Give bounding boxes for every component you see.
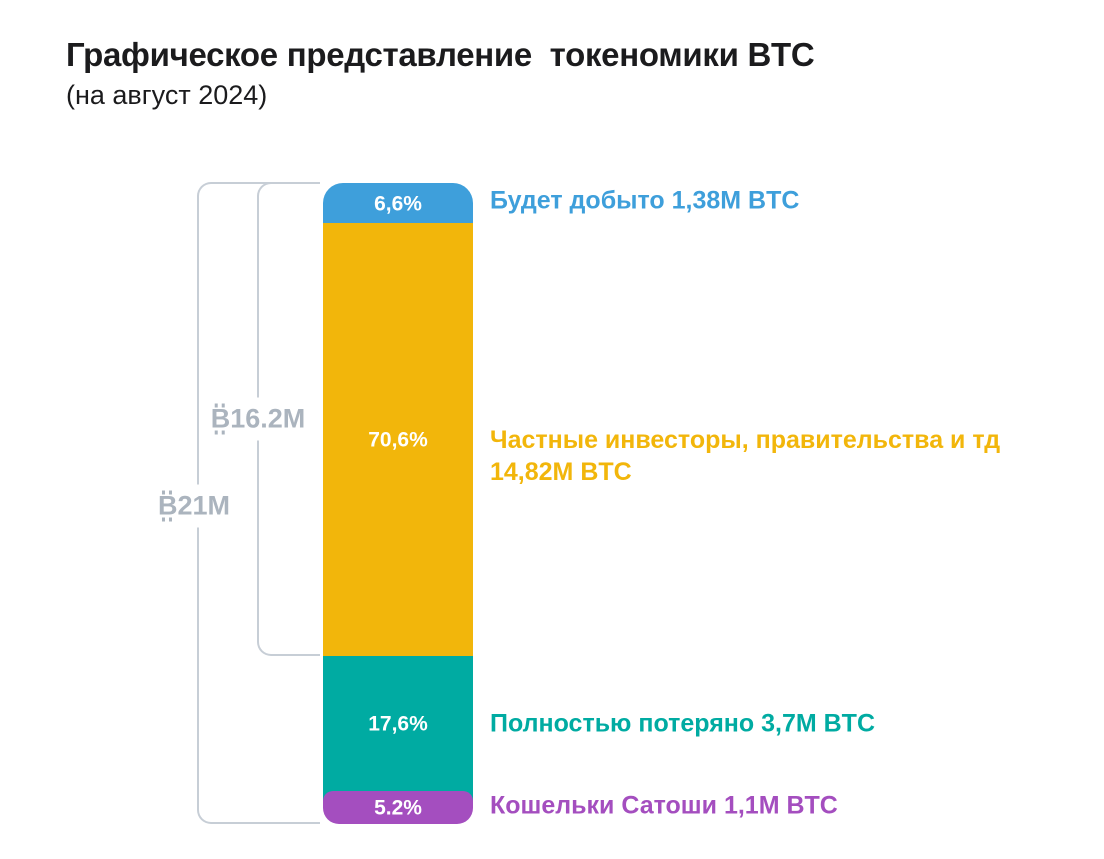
page-title: Графическое представление токеномики BTC xyxy=(66,36,815,73)
segment-label-private-investors: Частные инвесторы, правительства и тд 14… xyxy=(490,424,1000,488)
bracket-21m-amount: 21M xyxy=(177,490,231,521)
segment-label-satoshi-wallets: Кошельки Сатоши 1,1M BTC xyxy=(490,791,838,820)
bar-segment-to-be-mined xyxy=(323,183,473,223)
percent-label-private-investors: 70,6% xyxy=(368,428,428,452)
bracket-16m-label: B16.2M xyxy=(203,397,313,441)
bar-segment-satoshi-wallets xyxy=(323,791,473,824)
bar-segment-fully-lost xyxy=(323,656,473,801)
segment-label-private-investors-line2: 14,82M BTC xyxy=(490,458,632,486)
percent-label-fully-lost: 17,6% xyxy=(368,712,428,736)
segment-label-private-investors-line1: Частные инвесторы, правительства и тд xyxy=(490,426,1001,454)
bracket-16m-amount: 16.2M xyxy=(230,403,306,434)
page-subtitle: (на август 2024) xyxy=(66,80,268,110)
bracket-21m-label: B21M xyxy=(150,484,238,528)
percent-label-satoshi-wallets: 5.2% xyxy=(374,796,422,820)
btc-symbol: B xyxy=(210,403,231,435)
bar-segment-private-investors xyxy=(323,223,473,656)
segment-label-to-be-mined: Будет добыто 1,38M BTC xyxy=(490,186,800,215)
segment-label-fully-lost: Полностью потеряно 3,7M BTC xyxy=(490,709,875,738)
percent-label-to-be-mined: 6,6% xyxy=(374,192,422,216)
btc-symbol: B xyxy=(157,490,178,522)
